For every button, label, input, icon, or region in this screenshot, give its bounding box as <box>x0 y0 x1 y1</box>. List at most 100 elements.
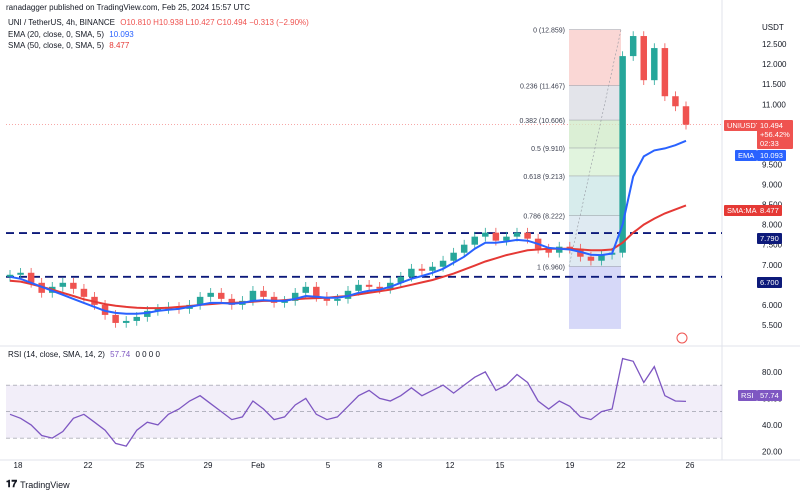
fib-level-label: 0 (12.859) <box>533 28 565 35</box>
candle-body <box>80 288 88 297</box>
candle-body <box>17 272 24 275</box>
rsi-tag-name: RSI <box>738 390 757 401</box>
candle-body <box>661 48 669 97</box>
candle-body <box>545 248 552 253</box>
candle-body <box>133 316 140 321</box>
fib-level-label: 0.236 (11.467) <box>520 84 565 91</box>
alert-bolt-icon <box>676 332 688 344</box>
price-tick-label: 7.000 <box>762 261 783 270</box>
price-tick-label: 6.000 <box>762 301 783 310</box>
rsi-legend-value: 57.74 <box>110 350 131 359</box>
countdown: 02:33 <box>760 139 779 148</box>
candle-body <box>365 284 373 287</box>
candle-body <box>207 292 214 297</box>
fib-zone <box>569 147 621 176</box>
ohlc-values: O10.810 H10.938 L10.427 C10.494 −0.313 (… <box>120 18 309 27</box>
candle-body <box>302 286 309 293</box>
candle-body <box>513 232 521 237</box>
rsi-legend-extra: 0 0 0 0 <box>135 350 160 359</box>
candle-body <box>450 252 457 261</box>
time-tick-label: 29 <box>204 461 213 470</box>
candle-body <box>587 256 595 261</box>
candle-body <box>355 284 362 291</box>
time-tick-label: 26 <box>686 461 695 470</box>
time-tick-label: 8 <box>378 461 383 470</box>
candle-body <box>524 232 531 239</box>
price-tick-label: 11.500 <box>762 80 786 89</box>
candle-body <box>376 286 383 289</box>
candle-body <box>260 290 267 297</box>
candle-body <box>682 106 690 125</box>
last-price-tag: UNIUSDT <box>724 120 774 131</box>
price-tick-label: 11.000 <box>762 100 786 109</box>
candle-body <box>672 96 679 107</box>
time-tick-label: 5 <box>326 461 331 470</box>
fib-level-label: 0.382 (10.606) <box>519 118 565 125</box>
candle-body <box>492 232 500 241</box>
ema-tag-value: 10.093 <box>757 150 786 161</box>
candle-body <box>27 272 35 283</box>
candle-body <box>144 310 151 317</box>
candle-body <box>249 290 257 301</box>
candle-body <box>270 296 278 303</box>
last-price-box: 10.494 +56.42% 02:33 <box>757 120 793 149</box>
rsi-tick-label: 20.00 <box>762 447 783 456</box>
candle-body <box>313 286 320 297</box>
last-price-value: 10.494 <box>760 121 783 130</box>
time-tick-label: 15 <box>496 461 505 470</box>
footer-brand[interactable]: 𝟏𝟕 TradingView <box>6 479 70 490</box>
time-tick-label: Feb <box>251 461 265 470</box>
time-tick-label: 12 <box>446 461 455 470</box>
candle-body <box>70 282 77 289</box>
ema-legend-label: EMA (20, close, 0, SMA, 5) <box>8 30 105 39</box>
candle-body <box>640 36 647 81</box>
price-tick-label: 8.000 <box>762 221 783 230</box>
time-tick-label: 19 <box>566 461 575 470</box>
ema-legend: EMA (20, close, 0, SMA, 5) 10.093 <box>8 30 134 39</box>
candle-body <box>503 236 510 241</box>
rsi-tick-label: 80.00 <box>762 368 783 377</box>
price-tick-label: 12.000 <box>762 60 787 69</box>
sma-tag-name: SMA:MA <box>724 205 760 216</box>
rsi-tick-label: 40.00 <box>762 421 783 430</box>
tradingview-logo-icon: 𝟏𝟕 <box>6 479 18 490</box>
fib-zone <box>569 29 621 86</box>
candle-body <box>566 246 574 249</box>
time-tick-label: 22 <box>617 461 626 470</box>
time-tick-label: 18 <box>14 461 23 470</box>
candle-body <box>651 48 658 81</box>
candle-body <box>334 298 341 301</box>
fib-zone <box>569 175 621 216</box>
price-tick-label: 12.500 <box>762 40 787 49</box>
candle-body <box>418 268 426 271</box>
candle-body <box>344 290 352 299</box>
sma-tag-value: 8.477 <box>757 205 782 216</box>
sma-legend-label: SMA (50, close, 0, SMA, 5) <box>8 41 105 50</box>
ema20-line <box>9 139 687 315</box>
candle-body <box>556 246 563 253</box>
symbol-name: UNI / TetherUS, 4h, BINANCE <box>8 18 115 27</box>
fib-zone <box>569 120 621 148</box>
candle-body <box>112 314 119 323</box>
candle-body <box>6 274 14 277</box>
candle-body <box>619 56 626 253</box>
sma-legend: SMA (50, close, 0, SMA, 5) 8.477 <box>8 41 129 50</box>
candle-body <box>59 282 67 287</box>
candle-body <box>154 308 162 311</box>
time-tick-label: 22 <box>84 461 93 470</box>
fib-trend-line <box>568 29 622 267</box>
candle-body <box>460 244 468 253</box>
candle-body <box>228 298 236 305</box>
fib-level-label: 1 (6.960) <box>537 264 565 271</box>
rsi-line <box>9 357 687 447</box>
candle-body <box>598 254 605 261</box>
time-tick-label: 25 <box>136 461 145 470</box>
level-tag-high: 7.790 <box>757 233 782 244</box>
ema-legend-value: 10.093 <box>109 30 134 39</box>
candle-body <box>482 232 489 237</box>
candle-body <box>429 266 436 271</box>
fib-level-label: 0.618 (9.213) <box>523 174 565 181</box>
sma-legend-value: 8.477 <box>109 41 130 50</box>
candle-body <box>439 260 447 267</box>
